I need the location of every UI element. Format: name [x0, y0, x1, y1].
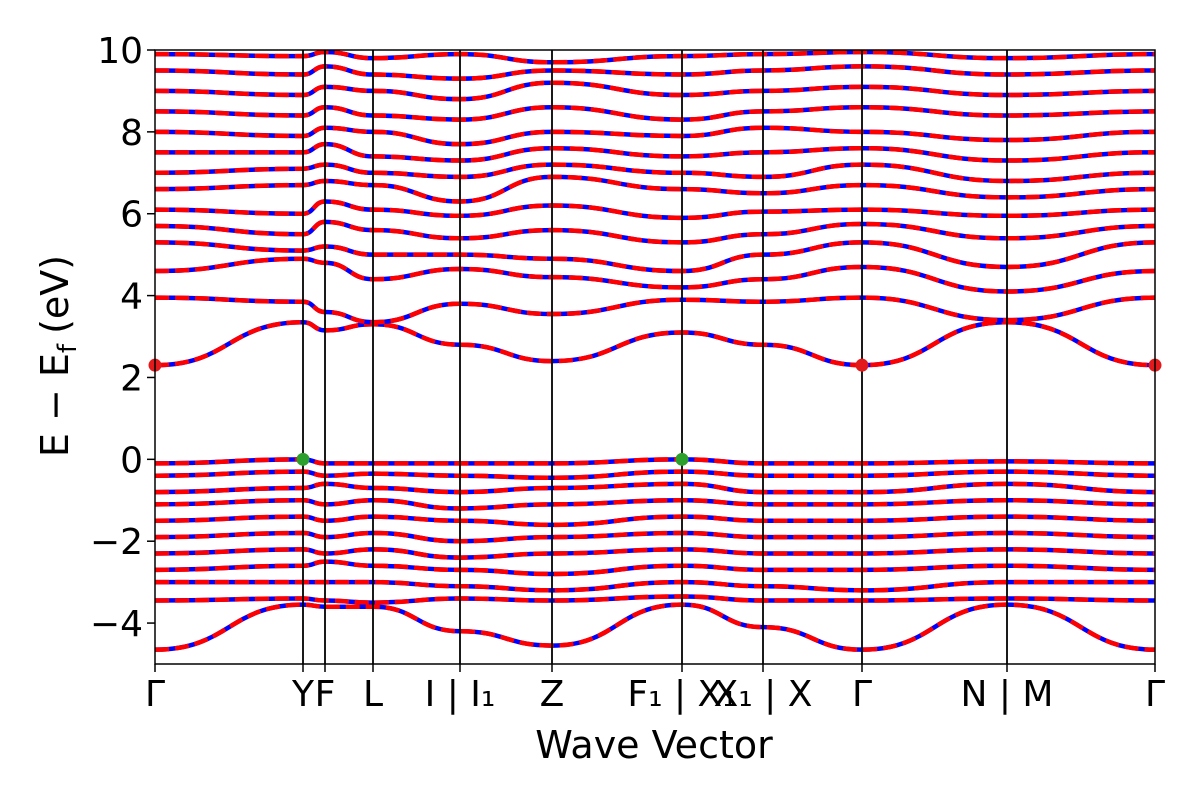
band-line-spin-down	[154, 219, 1156, 245]
y-tick-label: −4	[90, 604, 143, 645]
band-line-spin-down	[154, 80, 1156, 102]
extrema-markers	[148, 358, 1162, 466]
band-line-spin-down	[154, 469, 1156, 481]
y-axis-label-main: E − E	[33, 353, 77, 457]
y-tick-label: 10	[97, 31, 143, 72]
band-line-spin-down	[154, 457, 1156, 466]
vbm-marker	[675, 452, 689, 466]
band-line-spin-up	[154, 319, 1156, 368]
band-line-spin-down	[154, 174, 1156, 204]
x-tick-label: L	[363, 674, 383, 715]
kpath-lines	[302, 50, 1008, 664]
y-tick-label: −2	[90, 522, 143, 563]
band-line-spin-down	[155, 141, 1156, 163]
band-line-spin-up	[154, 602, 1156, 652]
y-axis-ticks: 10 8 6 4 2 0 −2 −4	[90, 31, 155, 645]
y-axis-label-sub: f	[53, 343, 83, 353]
band-line-spin-down	[154, 49, 1156, 65]
band-line-spin-down	[154, 199, 1156, 221]
x-tick-label: Γ	[1145, 674, 1165, 715]
band-line-spin-down	[154, 256, 1156, 294]
y-axis-label: E − Ef (eV)	[33, 255, 83, 457]
y-tick-label: 2	[120, 358, 143, 399]
band-line-spin-down	[154, 295, 1156, 325]
band-line-spin-down	[154, 498, 1156, 511]
x-tick-label: Γ	[852, 674, 872, 715]
band-line-spin-down	[154, 547, 1156, 560]
x-tick-label: Y	[291, 674, 315, 715]
band-line-spin-down	[154, 594, 1156, 605]
x-tick-label: Z	[540, 674, 565, 715]
x-tick-label: X₁ | X	[714, 674, 813, 715]
bands-layer	[154, 49, 1156, 652]
band-line-spin-down	[154, 481, 1156, 495]
band-line-spin-down	[154, 125, 1156, 147]
cbm-marker	[855, 358, 869, 372]
band-line-spin-down	[154, 514, 1156, 528]
y-axis-label-unit: (eV)	[33, 255, 77, 334]
y-tick-label: 6	[120, 195, 143, 236]
band-line-spin-down	[154, 319, 1156, 368]
vbm-marker	[296, 452, 310, 466]
y-tick-label: 0	[120, 440, 143, 481]
band-line-spin-down	[154, 64, 1156, 81]
y-tick-label: 8	[120, 113, 143, 154]
x-tick-label: Γ	[145, 674, 165, 715]
band-line-spin-down	[154, 240, 1156, 274]
band-line-spin-down	[154, 602, 1156, 652]
band-line-spin-down	[154, 162, 1156, 184]
x-tick-label: F₁ | X₁	[627, 674, 736, 715]
x-tick-label: F	[315, 674, 336, 715]
x-tick-label: N | M	[960, 674, 1053, 715]
band-line-spin-down	[154, 559, 1156, 577]
y-tick-label: 4	[120, 277, 143, 318]
x-axis-label: Wave Vector	[535, 723, 773, 767]
band-line-spin-down	[154, 105, 1156, 122]
plot-frame	[154, 49, 1156, 665]
x-tick-label: I | I₁	[425, 674, 496, 715]
y-axis-label-group: E − Ef (eV)	[33, 255, 83, 457]
band-line-spin-down	[154, 530, 1156, 544]
band-line-spin-down	[155, 579, 1155, 593]
